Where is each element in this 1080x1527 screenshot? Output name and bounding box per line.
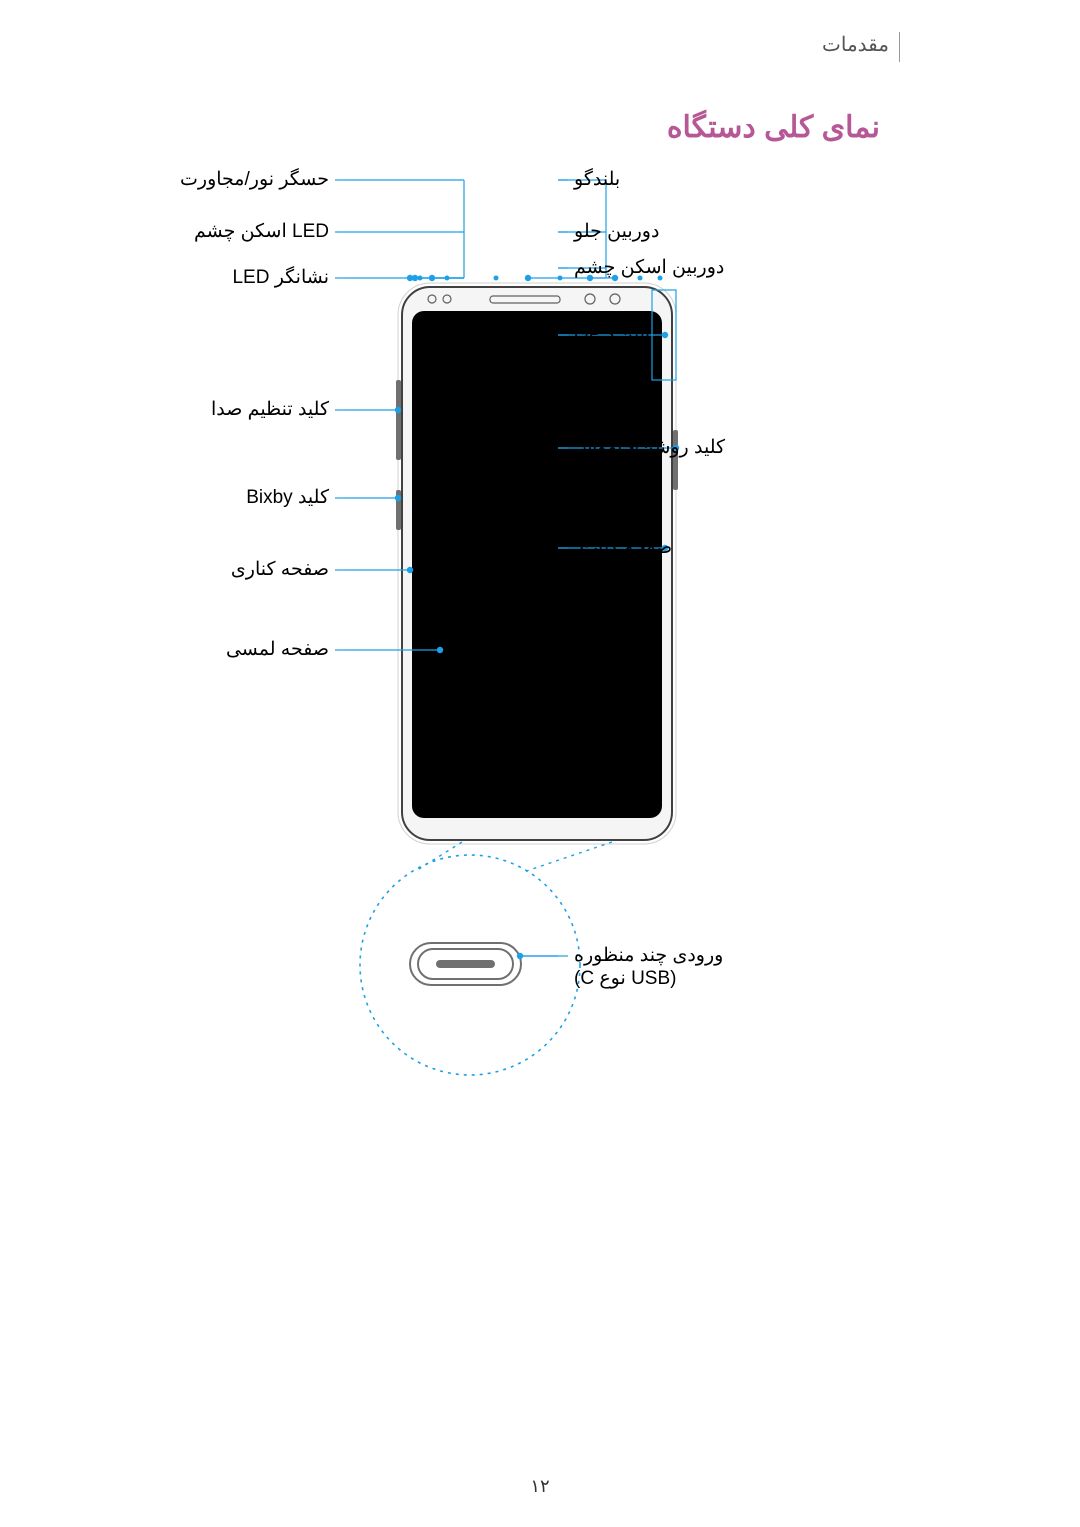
- label-led-indicator: نشانگر LED: [232, 266, 329, 289]
- label-text: کلید روشن/خاموش: [574, 437, 725, 458]
- label-power-key: کلید روشن/خاموش: [574, 436, 725, 459]
- label-text: کلید تنظیم صدا: [211, 399, 329, 420]
- label-speaker: بلندگو: [574, 168, 620, 191]
- label-text: صفحه لمسی: [226, 639, 329, 660]
- label-touchscreen: صفحه لمسی: [226, 638, 329, 661]
- label-prox-sensor: حسگر نور/مجاورت: [180, 168, 329, 191]
- label-text-2: (USB نوع C): [574, 968, 676, 989]
- label-gps-antenna: آنتن GPS: [574, 323, 650, 346]
- label-text: دوربین اسکن چشم: [574, 257, 724, 278]
- label-usb: ورودی چند منظوره(USB نوع C): [574, 944, 723, 990]
- label-text: صفحه کناری: [574, 537, 672, 558]
- label-iris-led: LED اسکن چشم: [194, 220, 329, 243]
- label-text: صفحه کناری: [231, 559, 329, 580]
- label-text: کلید Bixby: [246, 487, 329, 508]
- label-edge-r: صفحه کناری: [574, 536, 672, 559]
- label-volume-key: کلید تنظیم صدا: [211, 398, 329, 421]
- label-text: بلندگو: [574, 169, 620, 190]
- label-text: دوربین جلو: [574, 221, 659, 242]
- label-text: ورودی چند منظوره: [574, 945, 723, 966]
- page-number: ١٢: [0, 1476, 1080, 1497]
- label-edge-l: صفحه کناری: [231, 558, 329, 581]
- label-text: LED اسکن چشم: [194, 221, 329, 242]
- label-bixby-key: کلید Bixby: [246, 486, 329, 509]
- label-front-camera: دوربین جلو: [574, 220, 659, 243]
- device-diagram: [0, 0, 1080, 1527]
- label-text: حسگر نور/مجاورت: [180, 169, 329, 190]
- label-iris-camera: دوربین اسکن چشم: [574, 256, 724, 279]
- label-text: آنتن GPS: [574, 324, 650, 345]
- label-text: نشانگر LED: [232, 267, 329, 288]
